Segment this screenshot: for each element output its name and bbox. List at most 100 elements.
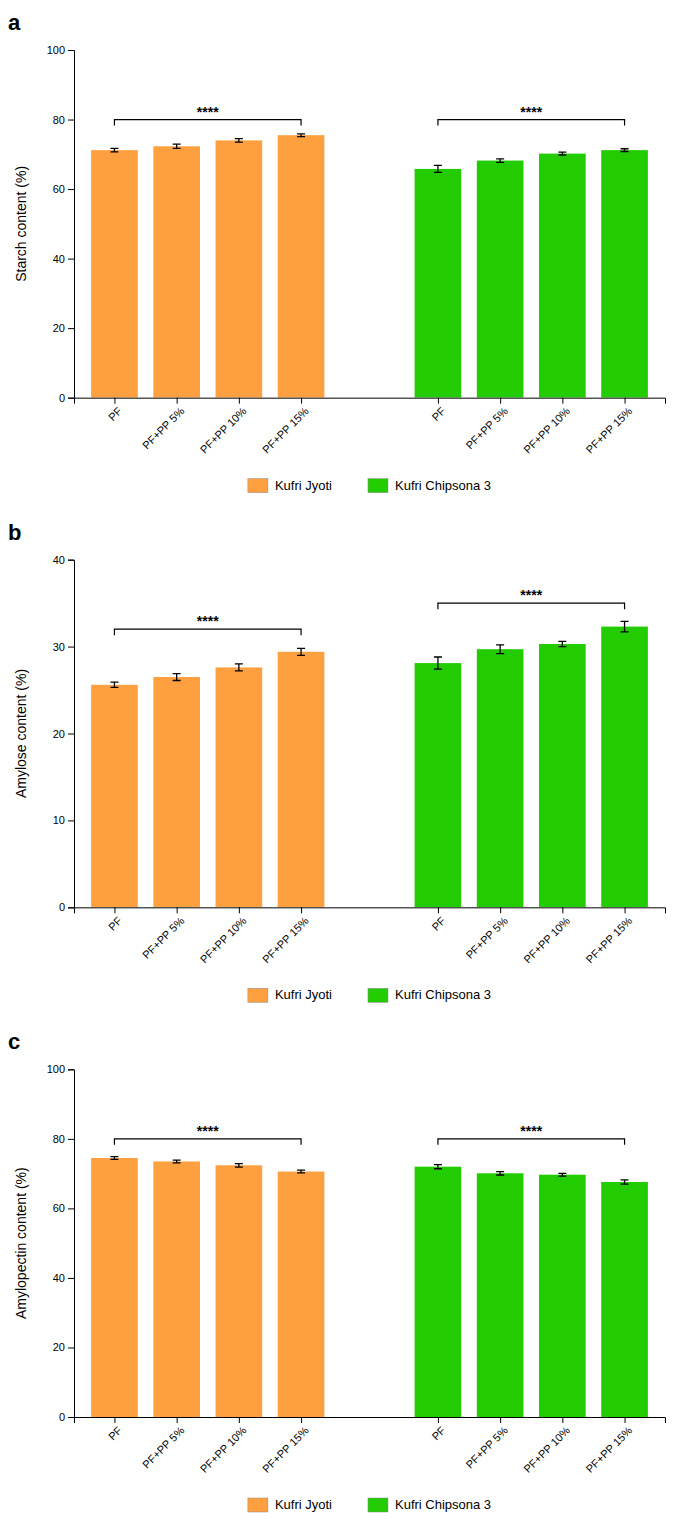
x-tick: PF+PP 5% [140, 398, 187, 452]
x-tick: PF+PP 15% [583, 907, 634, 965]
x-tick-label: PF+PP 5% [140, 914, 187, 961]
y-tick: 20 [53, 322, 74, 334]
panel: ********PFPF+PP 5%PF+PP 10%PF+PP 15%PFPF… [8, 520, 666, 1003]
y-tick-mark [68, 120, 74, 121]
x-tick-mark [625, 907, 626, 913]
x-tick: PF [106, 398, 125, 424]
significance-bracket [438, 120, 625, 126]
y-axis-title: Amylose content (%) [13, 669, 29, 798]
legend: Kufri JyotiKufri Chipsona 3 [248, 478, 491, 493]
x-tick-label: PF+PP 15% [583, 914, 634, 965]
bar [415, 169, 462, 398]
plot-area [91, 120, 648, 398]
y-tick: 20 [53, 1341, 74, 1353]
x-tick: PF+PP 15% [260, 398, 311, 456]
y-tick-mark [68, 398, 74, 399]
error-bar [173, 144, 181, 148]
x-tick-mark [177, 907, 178, 913]
x-tick-label: PF+PP 15% [583, 1424, 634, 1475]
y-tick-mark [68, 907, 74, 908]
error-bar [558, 152, 566, 155]
y-tick: 80 [53, 114, 74, 126]
x-tick-label: PF [106, 914, 125, 933]
x-tick-label: PF+PP 5% [463, 1424, 510, 1471]
y-axis-line [68, 1070, 75, 1418]
bar [477, 161, 524, 398]
error-bar [173, 674, 181, 681]
y-tick-mark [68, 1208, 74, 1209]
legend-swatch [368, 1498, 388, 1512]
bar-series [91, 652, 324, 908]
y-tick: 30 [53, 641, 74, 653]
y-tick-mark [68, 189, 74, 190]
error-bar [621, 1180, 629, 1184]
significance-bracket [114, 120, 301, 126]
error-bar [235, 664, 243, 671]
y-tick-label: 0 [59, 1411, 65, 1423]
bar [601, 1182, 648, 1417]
error-bar [297, 1170, 305, 1173]
x-tick-label: PF+PP 10% [198, 1424, 249, 1475]
x-tick-mark [438, 1417, 439, 1423]
bar [216, 1165, 263, 1417]
y-tick: 0 [59, 1411, 74, 1423]
x-tick-mark [301, 907, 302, 913]
bar [539, 644, 586, 907]
legend-label: Kufri Chipsona 3 [395, 478, 491, 493]
y-axis: 010203040 [53, 554, 75, 914]
y-tick: 0 [59, 901, 74, 913]
panel-label: b [8, 520, 21, 545]
x-tick-mark [177, 1417, 178, 1423]
bar [278, 652, 325, 908]
error-bar [434, 1165, 442, 1169]
legend-swatch [248, 988, 268, 1002]
bar [216, 140, 263, 397]
error-bar [297, 134, 305, 137]
x-tick-mark [239, 907, 240, 913]
legend: Kufri JyotiKufri Chipsona 3 [248, 987, 491, 1002]
y-axis-title: Starch content (%) [13, 166, 29, 282]
y-tick: 80 [53, 1133, 74, 1145]
x-tick-mark [562, 398, 563, 404]
y-tick-mark [68, 560, 74, 561]
x-tick-label: PF+PP 10% [521, 405, 572, 456]
error-bar [297, 648, 305, 655]
x-tick-mark [500, 1417, 501, 1423]
bar-series [91, 1158, 324, 1417]
x-tick: PF [429, 907, 448, 933]
x-tick-label: PF [429, 1424, 448, 1443]
y-tick: 40 [53, 1272, 74, 1284]
error-bars [434, 149, 629, 173]
x-axis: PFPF+PP 5%PF+PP 10%PF+PP 15%PFPF+PP 5%PF… [75, 398, 666, 456]
y-axis-title: Amylopectin content (%) [13, 1167, 29, 1319]
y-tick-label: 60 [53, 183, 65, 195]
y-tick-mark [68, 259, 74, 260]
plot-area [91, 1139, 648, 1417]
error-bar [173, 1160, 181, 1163]
legend-item: Kufri Jyoti [248, 987, 332, 1002]
y-tick-mark [68, 1417, 74, 1418]
error-bar [496, 159, 504, 162]
y-tick-label: 100 [47, 1063, 65, 1075]
x-tick-mark [114, 907, 115, 913]
x-tick-mark [625, 1417, 626, 1423]
x-tick: PF+PP 15% [260, 907, 311, 965]
x-axis-line [75, 908, 666, 914]
x-tick-mark [562, 907, 563, 913]
plot-area [91, 603, 648, 907]
significance-bracket [438, 1139, 625, 1145]
x-axis-line [75, 1418, 666, 1424]
error-bars [110, 648, 305, 687]
bar [278, 135, 325, 397]
x-tick: PF+PP 10% [521, 1417, 572, 1475]
bar [477, 649, 524, 907]
error-bar [235, 139, 243, 142]
figure: ********PFPF+PP 5%PF+PP 10%PF+PP 15%PFPF… [0, 0, 685, 1529]
x-tick-label: PF+PP 15% [260, 405, 311, 456]
panel: ********PFPF+PP 5%PF+PP 10%PF+PP 15%PFPF… [8, 10, 666, 493]
x-tick-mark [500, 907, 501, 913]
x-tick-label: PF [429, 405, 448, 424]
legend-label: Kufri Jyoti [275, 1497, 332, 1512]
x-tick-mark [239, 1417, 240, 1423]
significance-label: **** [197, 104, 219, 120]
